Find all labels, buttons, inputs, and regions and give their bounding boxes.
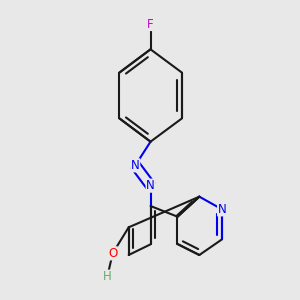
Text: F: F <box>147 17 154 31</box>
Text: H: H <box>103 270 112 283</box>
Text: N: N <box>218 203 226 216</box>
Text: N: N <box>146 179 155 192</box>
Text: N: N <box>131 159 140 172</box>
Text: O: O <box>108 247 117 260</box>
